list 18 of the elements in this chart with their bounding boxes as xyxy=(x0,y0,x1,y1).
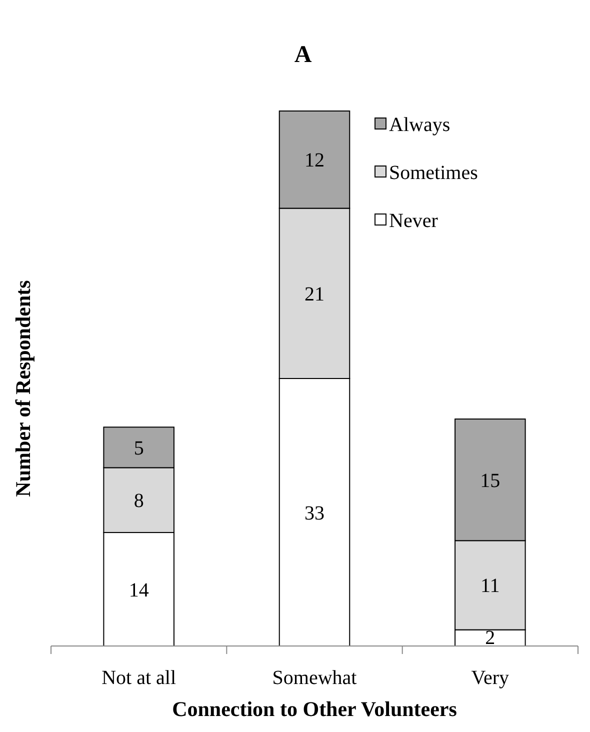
data-label: 14 xyxy=(128,579,149,602)
data-label: 12 xyxy=(304,150,324,172)
legend-label: Never xyxy=(389,210,438,232)
data-label: 21 xyxy=(304,283,324,306)
data-label: 33 xyxy=(304,502,324,524)
legend-label: Sometimes xyxy=(389,162,478,184)
x-axis-title: Connection to Other Volunteers xyxy=(172,697,457,721)
y-axis-title: Number of Respondents xyxy=(11,280,35,497)
x-tick-label: Somewhat xyxy=(272,667,358,689)
data-label: 15 xyxy=(480,470,500,492)
legend-label: Always xyxy=(389,114,450,136)
data-label: 5 xyxy=(134,437,144,460)
x-tick-label: Not at all xyxy=(102,667,176,689)
data-label: 11 xyxy=(480,575,500,598)
chart-title: A xyxy=(294,42,312,68)
x-tick-label: Very xyxy=(471,667,510,689)
data-label: 8 xyxy=(134,490,144,512)
data-label: 2 xyxy=(485,627,496,649)
